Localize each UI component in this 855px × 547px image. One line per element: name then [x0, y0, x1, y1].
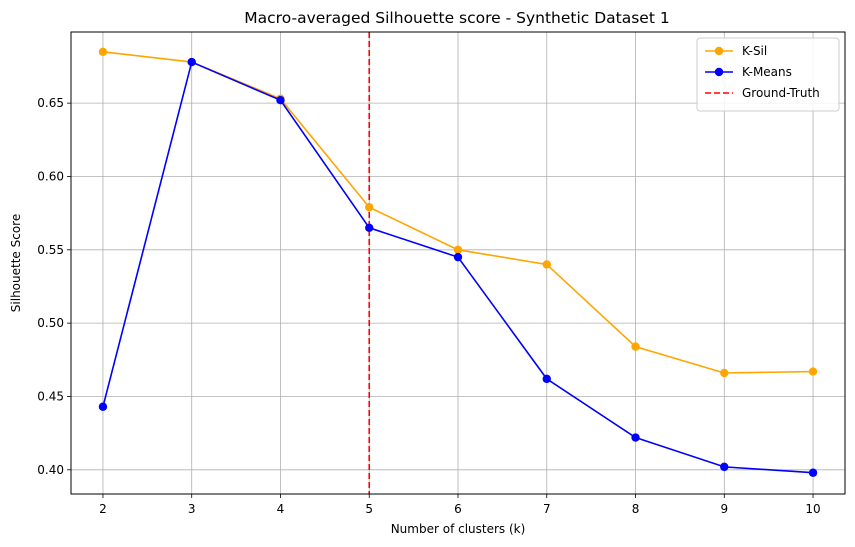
y-tick-label: 0.50: [37, 316, 64, 330]
x-tick-label: 4: [277, 502, 285, 516]
data-point-k-means: [276, 96, 285, 105]
legend-label-k-means: K-Means: [742, 65, 792, 79]
x-axis-ticks: 2 3 4 5 6 7 8 9 10: [99, 494, 821, 516]
data-point-k-sil: [720, 368, 729, 378]
data-point-k-sil: [98, 47, 108, 56]
y-tick-label: 0.45: [37, 389, 64, 403]
chart-title: Macro-averaged Silhouette score - Synthe…: [244, 9, 669, 27]
x-tick-label: 8: [632, 502, 640, 516]
x-tick-label: 2: [99, 502, 107, 516]
y-tick-label: 0.40: [37, 463, 64, 477]
data-point-k-means: [98, 402, 108, 411]
y-axis-label: Silhouette Score: [9, 214, 23, 312]
legend-marker-k-means: [714, 67, 724, 77]
x-tick-label: 5: [365, 502, 373, 516]
data-point-k-means: [542, 374, 551, 384]
y-tick-label: 0.60: [37, 169, 64, 183]
x-tick-label: 6: [454, 502, 462, 516]
y-tick-label: 0.55: [37, 243, 64, 257]
data-point-k-means: [631, 433, 640, 442]
data-point-k-sil: [631, 342, 640, 351]
data-point-k-means: [365, 223, 374, 232]
legend-marker-k-sil: [714, 46, 724, 56]
data-point-k-sil: [808, 367, 818, 376]
legend: K-Sil K-Means Ground-Truth: [696, 37, 840, 112]
data-point-k-means: [720, 462, 729, 472]
y-tick-label: 0.65: [37, 96, 64, 110]
data-point-k-means: [187, 57, 196, 67]
x-tick-label: 7: [543, 502, 551, 516]
legend-label-k-sil: K-Sil: [742, 44, 767, 58]
data-point-k-means: [808, 468, 818, 477]
x-axis-label: Number of clusters (k): [391, 522, 526, 536]
data-point-k-sil: [542, 260, 551, 269]
data-point-k-sil: [453, 245, 463, 254]
series-group: [98, 47, 818, 477]
y-axis-ticks: 0.40 0.45 0.50 0.55 0.60 0.65: [37, 96, 71, 477]
data-point-k-sil: [365, 203, 374, 212]
x-tick-label: 9: [720, 502, 728, 516]
series-k-means: [98, 57, 818, 477]
x-tick-label: 10: [805, 502, 820, 516]
x-tick-label: 3: [188, 502, 196, 516]
legend-label-ground-truth: Ground-Truth: [742, 86, 820, 100]
data-point-k-means: [453, 252, 463, 262]
